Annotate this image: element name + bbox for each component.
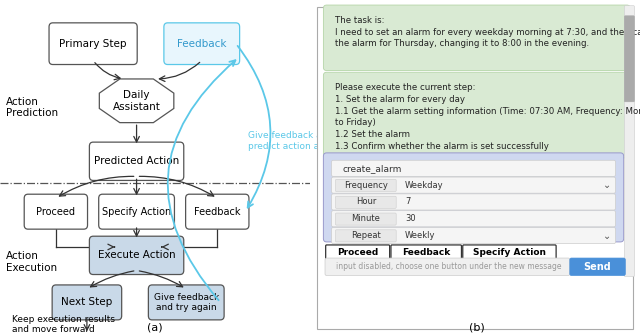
Text: (b): (b) (469, 323, 484, 333)
FancyBboxPatch shape (323, 5, 630, 71)
FancyBboxPatch shape (52, 285, 122, 320)
Text: 30: 30 (405, 214, 415, 223)
Text: Minute: Minute (351, 214, 380, 223)
Text: 7: 7 (405, 198, 410, 206)
Text: Primary Step: Primary Step (60, 39, 127, 49)
Text: Give feedback
and try again: Give feedback and try again (154, 293, 219, 312)
Text: Specify Action: Specify Action (102, 207, 172, 217)
Text: create_alarm: create_alarm (343, 164, 403, 173)
FancyBboxPatch shape (325, 258, 570, 276)
Text: Proceed: Proceed (337, 248, 378, 257)
Text: Feedback: Feedback (177, 39, 227, 49)
FancyBboxPatch shape (570, 258, 625, 276)
FancyBboxPatch shape (317, 7, 634, 329)
FancyBboxPatch shape (99, 194, 175, 229)
Text: Predicted Action: Predicted Action (94, 156, 179, 166)
FancyBboxPatch shape (335, 196, 396, 208)
FancyBboxPatch shape (323, 72, 630, 158)
Text: Execute Action: Execute Action (98, 250, 175, 260)
Text: Keep execution results
and move forward: Keep execution results and move forward (12, 314, 115, 334)
FancyBboxPatch shape (90, 236, 184, 275)
FancyBboxPatch shape (625, 16, 634, 102)
FancyBboxPatch shape (148, 285, 224, 320)
FancyBboxPatch shape (335, 179, 396, 192)
FancyBboxPatch shape (49, 23, 137, 65)
Text: Send: Send (584, 262, 611, 272)
FancyBboxPatch shape (332, 160, 616, 176)
Text: (a): (a) (147, 323, 163, 333)
FancyBboxPatch shape (186, 194, 249, 229)
Text: Hour: Hour (356, 198, 376, 206)
FancyBboxPatch shape (625, 6, 634, 277)
FancyBboxPatch shape (326, 245, 390, 260)
Text: Proceed: Proceed (36, 207, 76, 217)
Text: Weekday: Weekday (405, 181, 444, 190)
Text: Action
Prediction: Action Prediction (6, 97, 58, 118)
Text: Give feedback and
predict action again: Give feedback and predict action again (248, 131, 339, 151)
Text: Weekly: Weekly (405, 231, 435, 240)
Text: Specify Action: Specify Action (473, 248, 546, 257)
FancyBboxPatch shape (335, 213, 396, 225)
FancyBboxPatch shape (332, 194, 616, 210)
FancyBboxPatch shape (391, 245, 461, 260)
Polygon shape (99, 79, 174, 123)
FancyBboxPatch shape (24, 194, 88, 229)
Text: Frequency: Frequency (344, 181, 388, 190)
FancyBboxPatch shape (335, 230, 396, 242)
Text: Please execute the current step:
1. Set the alarm for every day
1.1 Get the alar: Please execute the current step: 1. Set … (335, 83, 640, 151)
Text: ⌄: ⌄ (604, 180, 611, 190)
FancyBboxPatch shape (332, 211, 616, 227)
Text: Repeat: Repeat (351, 231, 381, 240)
Text: Action
Execution: Action Execution (6, 251, 58, 273)
FancyBboxPatch shape (332, 227, 616, 244)
FancyBboxPatch shape (332, 177, 616, 193)
Text: The task is:
I need to set an alarm for every weekday morning at 7:30, and then : The task is: I need to set an alarm for … (335, 16, 640, 48)
FancyBboxPatch shape (164, 23, 239, 65)
Text: ⌄: ⌄ (604, 230, 611, 241)
Text: input disabled, choose one button under the new message: input disabled, choose one button under … (337, 262, 562, 271)
Text: Daily
Assistant: Daily Assistant (113, 90, 161, 112)
FancyBboxPatch shape (323, 153, 624, 242)
FancyBboxPatch shape (90, 142, 184, 180)
Text: Next Step: Next Step (61, 297, 113, 307)
Text: Feedback: Feedback (402, 248, 451, 257)
Text: Feedback: Feedback (194, 207, 241, 217)
FancyBboxPatch shape (463, 245, 556, 260)
